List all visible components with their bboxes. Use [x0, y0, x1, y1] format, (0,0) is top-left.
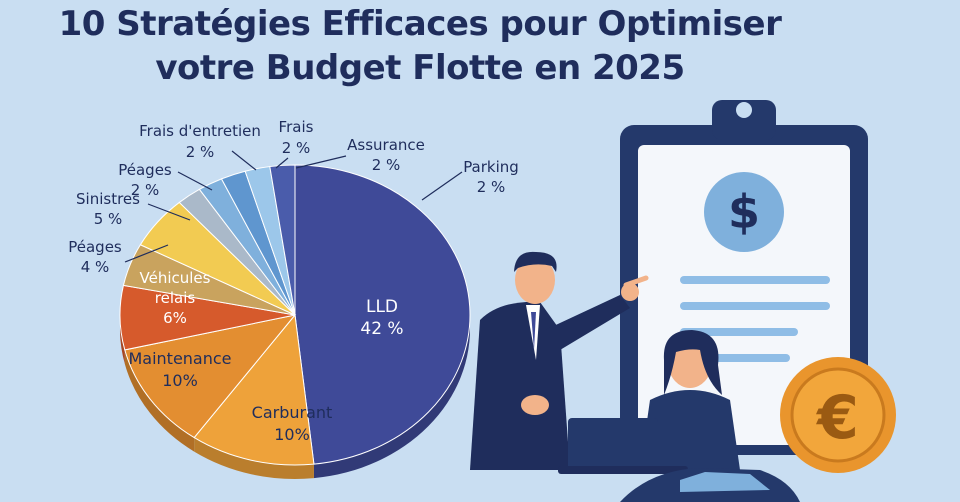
pie-label-name: Véhicules: [140, 269, 211, 287]
euro-coin-icon: €: [780, 357, 896, 473]
pie-label-8: Frais 2 %: [279, 118, 314, 157]
pie-label-value: 5 %: [94, 210, 123, 228]
svg-text:$: $: [728, 185, 760, 239]
pie-slice-2: [124, 314, 297, 439]
pie-label-value: 42 %: [360, 319, 403, 339]
car-illustration: [620, 468, 800, 502]
pie-leader-lines: [124, 150, 463, 263]
title-line-2: votre Budget Flotte en 2025: [155, 48, 685, 88]
pie-label-value: 2 %: [282, 139, 311, 157]
pie-slice-10: [269, 164, 296, 316]
pie-label-0: LLD 42 %: [360, 297, 403, 339]
pie-label-10: Parking 2 %: [463, 158, 519, 196]
pie-label-name: Frais: [279, 118, 314, 136]
pie-label-2: Maintenance 10%: [128, 349, 231, 390]
pie-slice-depth: [194, 437, 314, 479]
leader-line: [275, 157, 289, 169]
businessman-illustration: [470, 251, 649, 470]
leader-line: [124, 244, 169, 263]
pie-label-4: Péages 4 %: [68, 238, 122, 276]
pie-label-6: Péages 2 %: [118, 161, 172, 199]
woman-illustration: [558, 330, 740, 474]
pie-label-name: Sinistres: [76, 190, 140, 208]
pie-label-value: 10%: [274, 425, 310, 444]
title-line-1: 10 Stratégies Efficaces pour Optimiser: [58, 4, 782, 44]
leader-line: [231, 150, 257, 171]
pie-slice-0: [294, 164, 471, 465]
pie-label-value: 2 %: [372, 156, 401, 174]
pie-chart: [119, 164, 471, 466]
pie-label-name: relais: [155, 289, 196, 307]
pie-label-9: Assurance 2 %: [347, 136, 425, 174]
pie-label-name: Frais d'entretien: [139, 122, 261, 140]
pie-label-name: Parking: [463, 158, 519, 176]
pie-label-name: LLD: [366, 297, 398, 317]
pie-label-3: Véhicules relais 6%: [140, 269, 211, 327]
pie-labels: LLD 42 % Carburant 10% Maintenance 10% Véhicul…: [68, 118, 519, 444]
pie-label-value: 2 %: [131, 181, 160, 199]
leader-line: [421, 171, 463, 201]
pie-label-value: 6%: [163, 309, 187, 327]
pie-label-value: 2 %: [186, 143, 215, 161]
pie-label-name: Assurance: [347, 136, 425, 154]
pie-label-name: Péages: [118, 161, 172, 179]
pie-label-1: Carburant 10%: [252, 403, 333, 444]
pie-label-value: 4 %: [81, 258, 110, 276]
pie-slice-1: [193, 313, 315, 466]
chart-title: 10 Stratégies Efficaces pour Optimiser v…: [0, 2, 960, 90]
pie-label-7: Frais d'entretien 2 %: [139, 122, 261, 161]
svg-text:€: €: [815, 383, 859, 453]
pie-label-value: 2 %: [477, 178, 506, 196]
pie-label-name: Péages: [68, 238, 122, 256]
leader-line: [147, 203, 191, 221]
leader-line: [295, 155, 347, 169]
leader-line: [177, 171, 213, 191]
pie-label-name: Carburant: [252, 403, 333, 422]
pie-label-5: Sinistres 5 %: [76, 190, 140, 228]
dollar-icon: [704, 172, 784, 252]
pie-label-value: 10%: [162, 371, 198, 390]
pie-label-name: Maintenance: [128, 349, 231, 368]
